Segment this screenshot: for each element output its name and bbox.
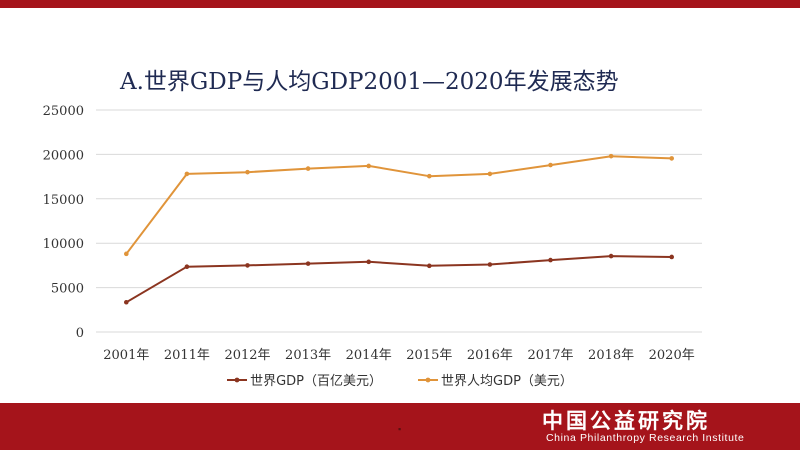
page-marker: ▪ bbox=[398, 424, 402, 434]
series-line-2 bbox=[125, 155, 672, 255]
legend-item-gdp: 世界GDP（百亿美元） bbox=[227, 370, 382, 389]
chart-title: A.世界GDP与人均GDP2001—2020年发展态势 bbox=[120, 69, 619, 95]
y-tick-label: 5000 bbox=[51, 282, 84, 297]
chart-legend: 世界GDP（百亿美元） 世界人均GDP（美元） bbox=[0, 370, 800, 389]
data-point-s1-4 bbox=[366, 259, 372, 265]
x-tick-label: 2012年 bbox=[224, 348, 270, 363]
data-point-s2-3 bbox=[305, 166, 311, 171]
org-logo-cn: 中国公益研究院 bbox=[542, 409, 710, 433]
data-point-s1-0 bbox=[124, 299, 129, 305]
x-tick-label: 2014年 bbox=[346, 348, 392, 363]
x-tick-label: 2020年 bbox=[649, 348, 695, 363]
x-tick-label: 2011年 bbox=[164, 348, 210, 363]
y-tick-label: 25000 bbox=[43, 104, 84, 119]
y-tick-label: 20000 bbox=[43, 148, 84, 163]
top-brand-bar bbox=[0, 0, 800, 8]
series-line-1 bbox=[125, 255, 672, 304]
x-tick-label: 2013年 bbox=[285, 348, 331, 363]
bottom-brand-bar bbox=[0, 403, 800, 450]
legend-swatch-gdp-per-capita bbox=[418, 377, 438, 382]
x-tick-label: 2015年 bbox=[406, 348, 452, 363]
data-point-s1-5 bbox=[427, 263, 432, 269]
x-tick-label: 2016年 bbox=[467, 348, 513, 363]
legend-label-gdp-per-capita: 世界人均GDP（美元） bbox=[441, 374, 573, 389]
x-tick-label: 2017年 bbox=[527, 348, 573, 363]
legend-item-gdp-per-capita: 世界人均GDP（美元） bbox=[418, 370, 573, 389]
legend-swatch-gdp bbox=[227, 377, 248, 382]
y-tick-label: 0 bbox=[76, 326, 84, 341]
x-tick-label: 2018年 bbox=[588, 348, 634, 363]
data-point-s1-1 bbox=[184, 264, 190, 270]
data-point-s2-5 bbox=[427, 173, 432, 179]
data-point-s2-6 bbox=[487, 171, 493, 177]
data-point-s1-3 bbox=[305, 261, 311, 266]
data-point-s1-2 bbox=[245, 263, 250, 268]
data-point-s2-1 bbox=[184, 171, 190, 177]
data-point-s2-4 bbox=[366, 163, 372, 169]
y-tick-label: 15000 bbox=[43, 193, 84, 208]
data-point-s1-7 bbox=[548, 257, 553, 263]
org-logo-en: China Philanthropy Research Institute bbox=[546, 432, 745, 444]
legend-label-gdp: 世界GDP（百亿美元） bbox=[250, 374, 382, 389]
y-tick-label: 10000 bbox=[43, 237, 84, 252]
data-point-s2-7 bbox=[548, 162, 553, 168]
data-point-s1-9 bbox=[669, 254, 674, 260]
data-point-s2-8 bbox=[608, 153, 614, 159]
data-point-s2-2 bbox=[245, 169, 250, 175]
data-point-s2-9 bbox=[669, 156, 674, 161]
x-tick-label: 2001年 bbox=[103, 348, 149, 363]
data-point-s1-6 bbox=[487, 262, 493, 267]
data-point-s1-8 bbox=[608, 253, 614, 259]
data-point-s2-0 bbox=[124, 251, 129, 257]
